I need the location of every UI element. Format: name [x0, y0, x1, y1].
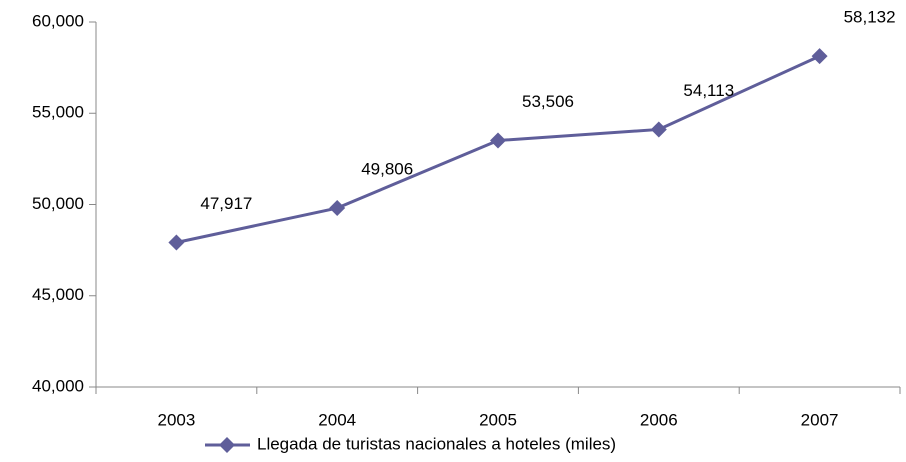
- marker: [168, 234, 185, 251]
- legend-label: Llegada de turistas nacionales a hoteles…: [257, 434, 616, 453]
- marker: [811, 48, 828, 65]
- marker: [650, 121, 667, 138]
- data-label: 53,506: [522, 92, 574, 111]
- y-tick-label: 55,000: [32, 103, 84, 122]
- marker: [490, 132, 506, 149]
- data-label: 47,917: [200, 194, 252, 213]
- y-tick-label: 50,000: [32, 194, 84, 213]
- legend-marker: [219, 437, 235, 453]
- x-tick-label: 2006: [640, 410, 678, 429]
- x-tick-label: 2003: [157, 410, 195, 429]
- data-label: 54,113: [683, 81, 734, 100]
- x-tick-label: 2007: [801, 410, 839, 429]
- marker: [329, 200, 346, 217]
- y-tick-label: 40,000: [32, 376, 84, 395]
- y-tick-label: 60,000: [32, 11, 84, 30]
- y-tick-label: 45,000: [32, 285, 84, 304]
- data-label: 58,132: [844, 8, 896, 27]
- x-tick-label: 2005: [479, 410, 517, 429]
- x-tick-label: 2004: [318, 410, 356, 429]
- data-label: 49,806: [361, 160, 413, 179]
